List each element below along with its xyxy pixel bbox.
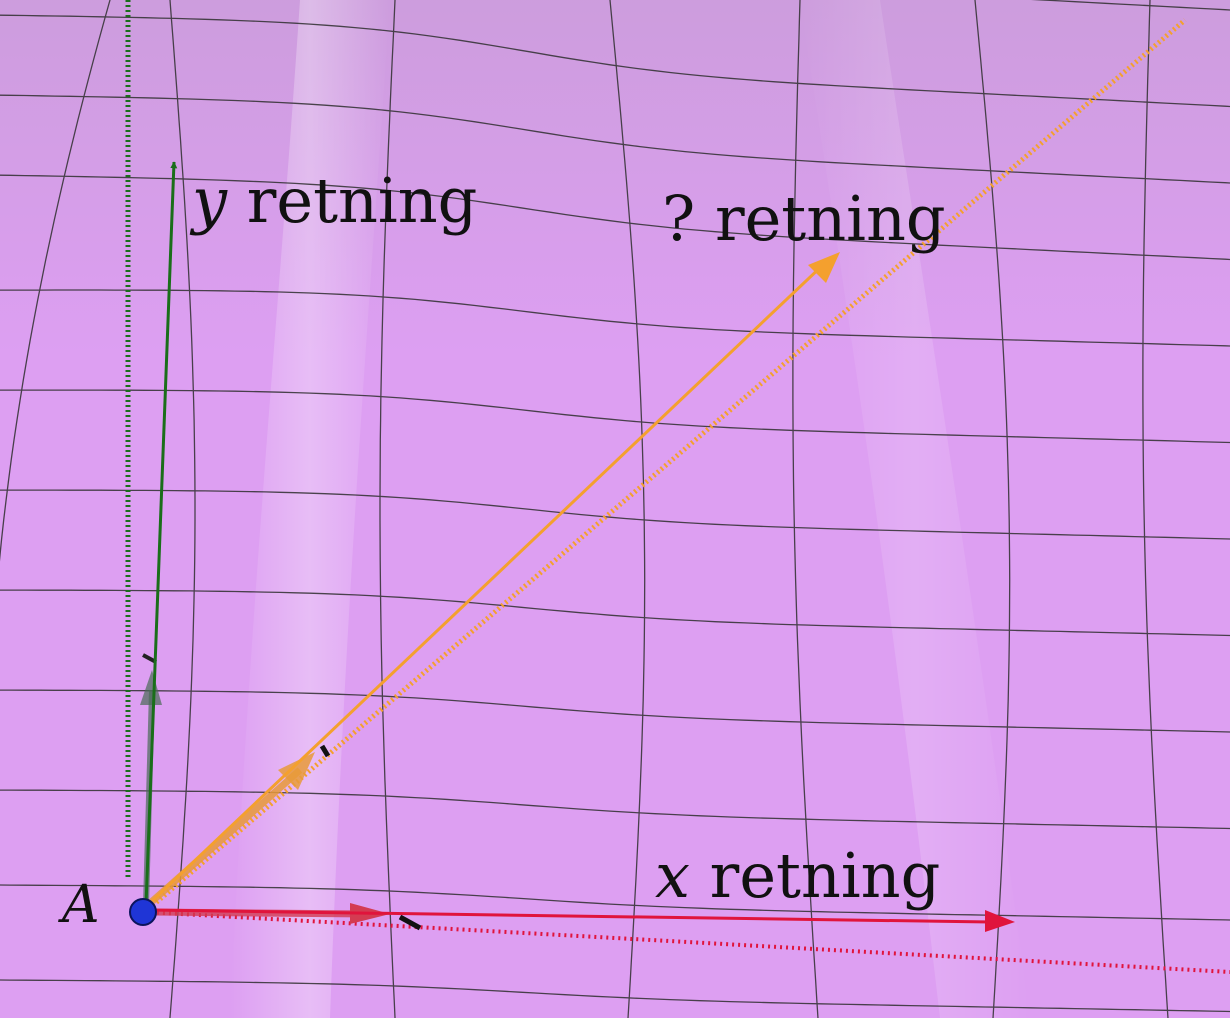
grid-line-horizontal [0, 489, 1230, 540]
grid-line-horizontal [0, 884, 1230, 921]
y-direction-label: y retning [189, 164, 477, 237]
point-marker[interactable] [129, 898, 157, 926]
grid-line-vertical [169, 0, 196, 1018]
grid-line-vertical [974, 0, 1011, 1018]
x-direction-label: x retning [655, 839, 940, 912]
unknown-ghost-vector-head [278, 752, 315, 790]
unknown-tick-mark [319, 744, 331, 758]
y-direction-arrow [144, 161, 178, 906]
x-direction-arrowhead [985, 910, 1015, 932]
grid-line-horizontal [0, 979, 1230, 1013]
grid-line-horizontal [0, 174, 1230, 261]
grid-line-vertical [0, 0, 111, 562]
x-direction-word: retning [690, 839, 940, 912]
point-label: A [58, 875, 100, 935]
x-direction-arrow [149, 908, 991, 924]
unknown-direction-label: ? retning [662, 182, 946, 255]
y-variable: y [189, 164, 228, 237]
grid-line-horizontal [0, 94, 1230, 184]
x-tick-mark [398, 914, 422, 931]
grid-line-horizontal [0, 689, 1230, 733]
grid-line-vertical [379, 0, 396, 1018]
grid-line-horizontal [0, 14, 1230, 108]
grid-line-horizontal [0, 589, 1230, 637]
x-dotted-line [144, 910, 1230, 974]
grid-line-vertical [1142, 0, 1169, 1018]
grid-line-vertical [609, 0, 646, 1018]
surface-highlight-band-right [800, 0, 1030, 1018]
unknown-direction-arrowhead [808, 252, 840, 283]
unknown-dotted-line [143, 18, 1187, 914]
grid-line-horizontal [0, 389, 1230, 444]
grid-line-vertical [792, 0, 819, 1018]
y-direction-word: retning [227, 164, 477, 237]
surface-highlight-band-left [230, 0, 390, 1018]
x-variable: x [655, 839, 690, 912]
unknown-direction-arrow [146, 261, 827, 907]
y-ghost-vector-head [140, 670, 162, 705]
grid-line-horizontal [0, 789, 1230, 830]
